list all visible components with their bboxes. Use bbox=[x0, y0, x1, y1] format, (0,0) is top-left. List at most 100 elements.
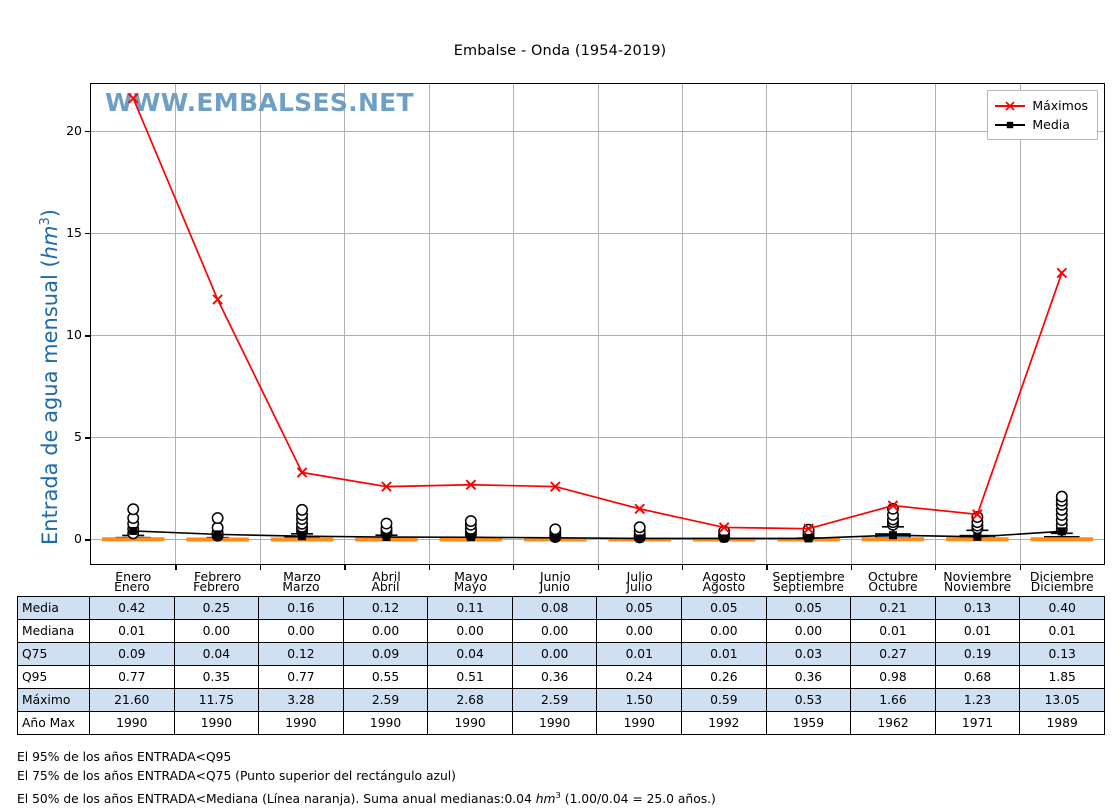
outlier-marker bbox=[211, 512, 224, 524]
table-cell: 3.28 bbox=[258, 687, 344, 712]
y-tick-label: 5 bbox=[74, 429, 82, 445]
gridline-vertical bbox=[766, 84, 768, 564]
table-cell: 1990 bbox=[596, 710, 683, 735]
data-point-media[interactable] bbox=[129, 526, 138, 535]
table-cell: 0.16 bbox=[258, 595, 344, 620]
table-cell: 0.59 bbox=[681, 687, 767, 712]
table-col-header: Mayo bbox=[453, 579, 487, 594]
gridline-vertical bbox=[1019, 84, 1021, 564]
x-tick-label: Marzo bbox=[283, 569, 321, 584]
gridline-vertical bbox=[850, 84, 852, 564]
table-cell: 1990 bbox=[511, 710, 598, 735]
table-cell: 1990 bbox=[342, 710, 429, 735]
table-cell: 1971 bbox=[934, 710, 1021, 735]
stats-table-head: Enero Febrero Marzo Abril Mayo Junio Julio Agos… bbox=[18, 578, 1105, 596]
table-cell: 13.05 bbox=[1019, 687, 1105, 712]
outlier-marker bbox=[380, 517, 393, 530]
x-tick-mark bbox=[513, 565, 515, 570]
data-point-maximos[interactable] bbox=[381, 481, 392, 492]
table-row-header: Mediana bbox=[17, 618, 90, 643]
table-cell: 0.24 bbox=[596, 664, 683, 689]
x-tick-label: Octubre bbox=[867, 569, 918, 584]
table-cell: 0.12 bbox=[258, 641, 344, 666]
table-col-header: Febrero bbox=[193, 579, 240, 594]
y-tick-label: 20 bbox=[66, 122, 82, 138]
y-tick-mark bbox=[85, 335, 90, 337]
table-cell: 0.04 bbox=[173, 641, 260, 666]
x-tick-mark bbox=[344, 565, 346, 570]
table-cell: 0.40 bbox=[1019, 595, 1105, 620]
data-point-maximos[interactable] bbox=[296, 467, 308, 478]
x-tick-mark bbox=[935, 565, 937, 570]
data-point-media[interactable] bbox=[720, 534, 729, 543]
table-row-header: Media bbox=[17, 595, 90, 620]
gridline-horizontal bbox=[91, 335, 1104, 337]
table-row: Q95 0.77 0.35 0.77 0.55 0.51 0.36 0.24 0.26 0.36 0… bbox=[17, 664, 1105, 689]
table-cell: 0.77 bbox=[89, 664, 175, 689]
table-cell: 11.75 bbox=[173, 687, 260, 712]
plot-area: WWW.EMBALSES.NET Máximos Media bbox=[90, 83, 1105, 565]
data-point-media[interactable] bbox=[973, 532, 982, 541]
table-cell: 0.00 bbox=[765, 618, 852, 643]
stats-table: Enero Febrero Marzo Abril Mayo Junio Julio Agos… bbox=[17, 578, 1105, 735]
table-cell: 0.77 bbox=[258, 664, 344, 689]
legend-label-media: Media bbox=[1032, 117, 1070, 132]
table-cell: 0.36 bbox=[511, 664, 598, 689]
data-point-maximos[interactable] bbox=[550, 481, 561, 492]
table-cell: 0.03 bbox=[765, 641, 852, 666]
data-point-media[interactable] bbox=[635, 534, 644, 543]
table-cell: 2.68 bbox=[427, 687, 513, 712]
data-point-media[interactable] bbox=[1057, 527, 1066, 536]
data-point-media[interactable] bbox=[551, 533, 560, 542]
data-point-media[interactable] bbox=[382, 533, 391, 542]
footnote-q95: El 95% de los años ENTRADA<Q95 bbox=[17, 750, 232, 764]
data-point-maximos[interactable] bbox=[803, 523, 814, 534]
data-point-maximos[interactable] bbox=[634, 503, 645, 515]
table-row-header: Q95 bbox=[17, 664, 90, 689]
data-point-maximos[interactable] bbox=[972, 509, 983, 520]
legend-item-media[interactable]: Media bbox=[995, 115, 1088, 134]
data-point-maximos[interactable] bbox=[465, 479, 477, 491]
gridline-vertical bbox=[681, 84, 683, 564]
legend-item-maximos[interactable]: Máximos bbox=[995, 96, 1088, 115]
table-cell: 0.27 bbox=[850, 641, 936, 666]
data-point-media[interactable] bbox=[298, 532, 307, 541]
outlier-marker bbox=[464, 515, 477, 528]
footnote-mediana-b: (1.00/0.04 = 25.0 años.) bbox=[560, 792, 716, 807]
data-point-media[interactable] bbox=[804, 534, 813, 543]
table-cell: 0.01 bbox=[596, 641, 683, 666]
data-point-maximos[interactable] bbox=[718, 522, 730, 533]
table-cell: 0.00 bbox=[173, 618, 260, 643]
outlier-marker bbox=[1055, 490, 1068, 503]
data-point-maximos[interactable] bbox=[1056, 267, 1068, 279]
table-cell: 0.00 bbox=[342, 618, 429, 643]
y-tick-mark bbox=[85, 539, 90, 541]
x-tick-mark bbox=[597, 565, 599, 570]
gridline-vertical bbox=[344, 84, 346, 564]
table-cell: 0.00 bbox=[511, 641, 598, 666]
table-cell: 0.36 bbox=[765, 664, 852, 689]
x-tick-label: Julio bbox=[626, 569, 653, 584]
table-cell: 0.00 bbox=[681, 618, 767, 643]
data-point-media[interactable] bbox=[213, 530, 222, 539]
series-line-maximos bbox=[132, 97, 1063, 530]
x-tick-label: Mayo bbox=[454, 569, 488, 584]
table-col-header: Abril bbox=[371, 579, 400, 594]
data-point-maximos[interactable] bbox=[127, 93, 139, 104]
outlier-marker bbox=[633, 521, 646, 534]
table-cell: 0.01 bbox=[1019, 618, 1105, 643]
data-point-media[interactable] bbox=[888, 531, 897, 540]
table-cell: 0.26 bbox=[681, 664, 767, 689]
table-cell: 0.01 bbox=[89, 618, 175, 643]
table-cell: 0.51 bbox=[427, 664, 513, 689]
table-cell: 0.09 bbox=[89, 641, 175, 666]
table-cell: 2.59 bbox=[511, 687, 598, 712]
x-tick-label: Noviembre bbox=[943, 569, 1012, 584]
table-cell: 1990 bbox=[258, 710, 344, 735]
gridline-vertical bbox=[513, 84, 515, 564]
gridline-horizontal bbox=[91, 233, 1104, 235]
data-point-maximos[interactable] bbox=[212, 294, 223, 305]
data-point-maximos[interactable] bbox=[887, 500, 899, 511]
data-point-media[interactable] bbox=[466, 533, 475, 542]
